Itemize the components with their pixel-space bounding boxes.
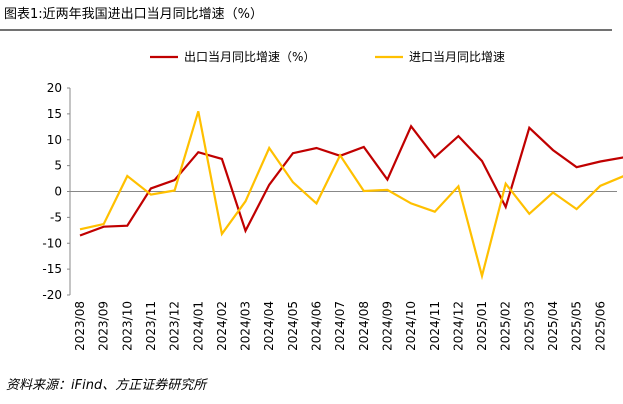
x-tick-label: 2024/06 [310,301,324,351]
series-line [79,110,623,281]
x-tick-label: 2024/10 [404,301,418,351]
chart-title: 图表1:近两年我国进出口当月同比增速（%） [4,7,263,22]
y-tick-label: -5 [50,210,62,224]
x-tick-label: 2024/09 [380,301,394,351]
y-tick-label: -10 [42,236,62,250]
x-tick-label: 2024/07 [333,301,347,351]
x-tick-label: 2023/10 [120,301,134,351]
x-tick-label: 2025/06 [593,301,607,351]
x-tick-label: 2025/02 [499,301,513,351]
y-tick-label: -20 [42,288,62,302]
y-tick-label: 5 [54,159,62,173]
y-tick-label: -15 [42,262,62,276]
x-tick-label: 2024/08 [357,301,371,351]
x-tick-label: 2024/12 [451,301,465,351]
x-tick-label: 2024/11 [428,301,442,351]
y-tick-label: 10 [47,133,62,147]
x-tick-label: 2024/02 [215,301,229,351]
y-tick-label: 0 [54,185,62,199]
legend-label: 进口当月同比增速 [409,50,505,64]
x-tick-label: 2025/01 [475,301,489,351]
source-note: 资料来源：iFind、方正证券研究所 [6,377,208,393]
series-line [79,124,623,237]
x-tick-label: 2024/04 [262,301,276,351]
x-tick-label: 2025/03 [522,301,536,351]
y-tick-label: 20 [47,81,62,95]
x-tick-label: 2024/01 [191,301,205,351]
x-tick-label: 2023/08 [73,301,87,351]
x-tick-label: 2025/05 [570,301,584,351]
x-tick-label: 2025/04 [546,301,560,351]
x-tick-label: 2023/11 [144,301,158,351]
legend-label: 出口当月同比增速（%） [184,50,315,64]
x-tick-label: 2024/03 [239,301,253,351]
x-tick-label: 2023/12 [168,301,182,351]
x-tick-label: 2024/05 [286,301,300,351]
x-tick-label: 2023/09 [97,301,111,351]
y-tick-label: 15 [47,107,62,121]
